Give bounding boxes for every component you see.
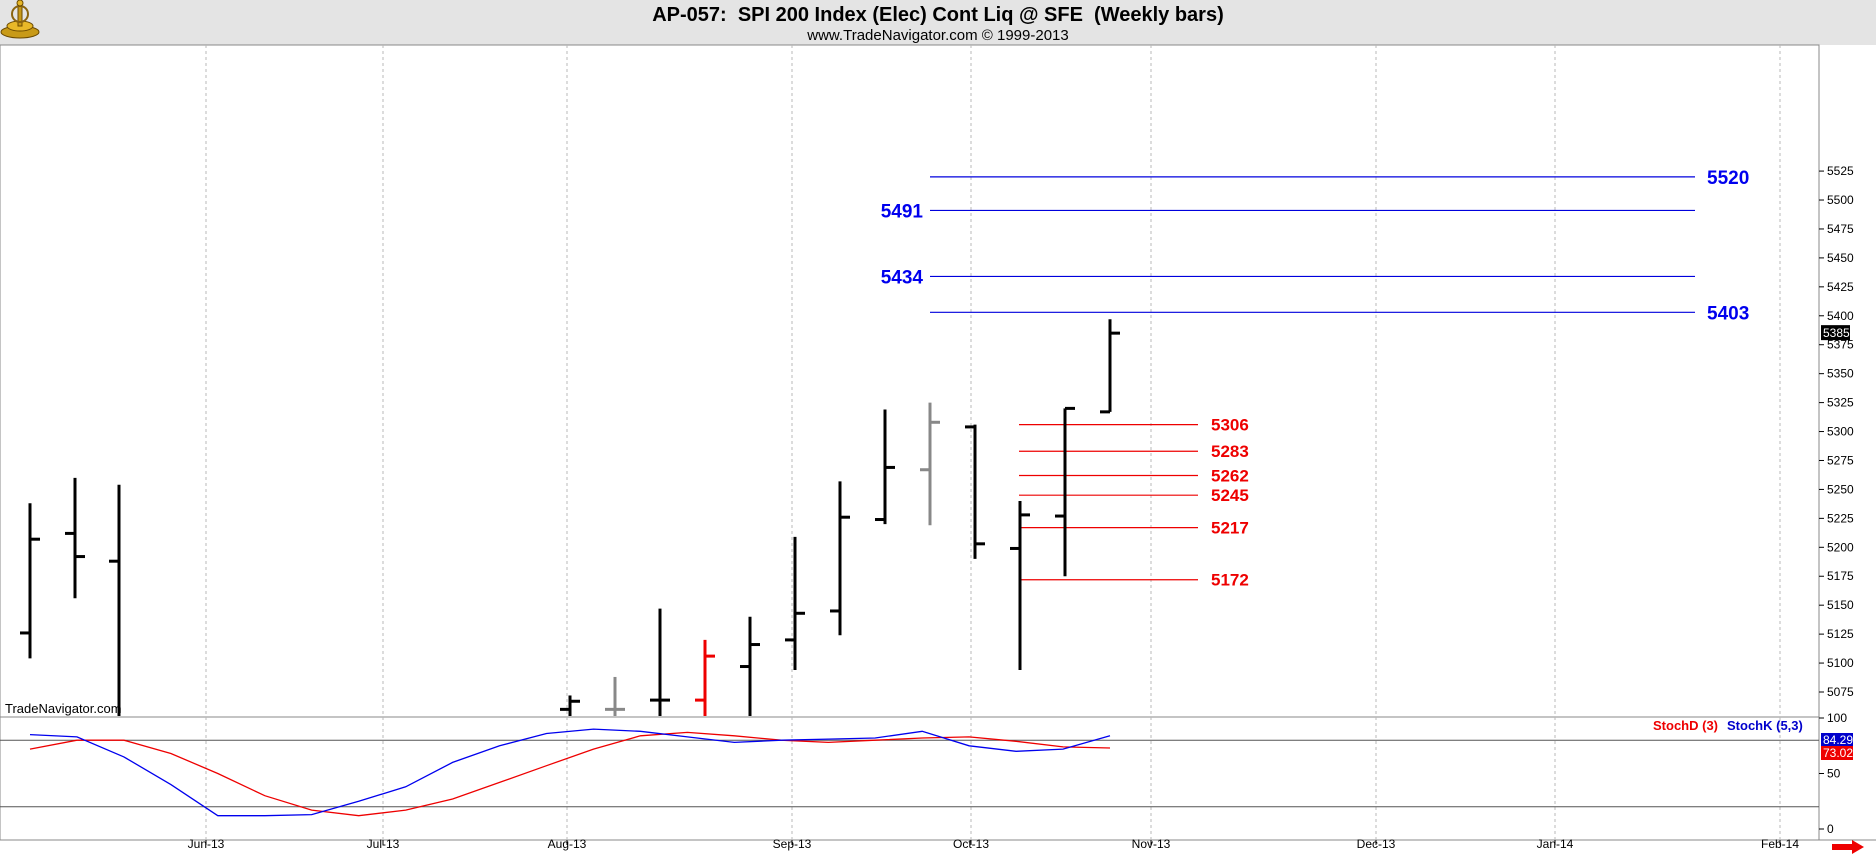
last-price-box: [1821, 325, 1850, 341]
y-tick-label: 5225: [1827, 511, 1854, 525]
blue-level-label: 5520: [1707, 168, 1749, 189]
ohlc-bar: [740, 616, 760, 716]
ohlc-bar: [965, 424, 985, 559]
x-tick-label: Aug-13: [548, 837, 587, 851]
ohlc-bar: [650, 608, 670, 716]
ohlc-bar: [785, 536, 805, 671]
x-tick-label: Oct-13: [953, 837, 989, 851]
red-level-label: 5262: [1211, 467, 1249, 486]
y-tick-label: 5400: [1827, 309, 1854, 323]
scroll-right-icon[interactable]: [1832, 840, 1864, 854]
x-tick-label: Jun-13: [188, 837, 225, 851]
date-axis: Jun-13 Jul-13 Aug-13 Sep-13 Oct-13 Nov-13 Dec-…: [188, 837, 1800, 851]
last-d-label: 73.02: [1823, 746, 1853, 760]
indicator-tick-label: 0: [1827, 822, 1834, 836]
x-tick-label: Dec-13: [1357, 837, 1396, 851]
watermark: TradeNavigator.com: [5, 701, 122, 716]
legend-stochk: StochK (5,3): [1727, 718, 1803, 733]
blue-level-label: 5434: [881, 267, 924, 288]
y-tick-label: 5375: [1827, 338, 1854, 352]
x-tick-label: Jul-13: [367, 837, 400, 851]
last-k-label: 84.29: [1823, 733, 1853, 747]
y-tick-label: 5100: [1827, 656, 1854, 670]
ohlc-bar: [605, 676, 625, 716]
stochd-line: [29, 731, 1111, 817]
ohlc-bar: [830, 481, 850, 636]
ohlc-bar: [875, 409, 895, 525]
logo-icon: [0, 0, 40, 39]
ohlc-bar: [109, 484, 121, 716]
y-tick-label: 5525: [1827, 164, 1854, 178]
blue-level-label: 5491: [881, 201, 924, 222]
legend-stochd: StochD (3): [1653, 718, 1718, 733]
chart-title: AP-057: SPI 200 Index (Elec) Cont Liq @ …: [652, 4, 1224, 26]
chart-subtitle: www.TradeNavigator.com © 1999-2013: [806, 27, 1068, 44]
y-tick-label: 5500: [1827, 193, 1854, 207]
y-tick-label: 5300: [1827, 425, 1854, 439]
header-band: [0, 0, 1876, 45]
y-tick-label: 5150: [1827, 598, 1854, 612]
y-tick-label: 5200: [1827, 540, 1854, 554]
y-tick-label: 5175: [1827, 569, 1854, 583]
y-tick-label: 5250: [1827, 482, 1854, 496]
ohlc-bar: [560, 695, 580, 716]
y-tick-label: 5075: [1827, 685, 1854, 699]
red-level-label: 5172: [1211, 571, 1249, 590]
y-tick-label: 5450: [1827, 251, 1854, 265]
last-price-label: 5385: [1823, 326, 1850, 340]
ohlc-bar: [920, 402, 940, 526]
y-tick-label: 5325: [1827, 396, 1854, 410]
y-tick-label: 5475: [1827, 222, 1854, 236]
x-tick-label: Sep-13: [773, 837, 812, 851]
indicator-tick-label: 50: [1827, 767, 1841, 781]
indicator-tick-label: 100: [1827, 711, 1847, 725]
grid: [205, 45, 1781, 840]
last-k-box: [1821, 733, 1853, 747]
y-tick-label: 5125: [1827, 627, 1854, 641]
plot-area: [0, 44, 1820, 841]
last-d-box: [1821, 746, 1853, 760]
red-level-label: 5283: [1211, 442, 1249, 461]
x-tick-label: Nov-13: [1132, 837, 1171, 851]
ohlc-bar: [20, 503, 40, 659]
x-tick-label: Feb-14: [1761, 837, 1799, 851]
ohlc-bar: [1010, 500, 1030, 671]
y-tick-label: 5350: [1827, 367, 1854, 381]
ohlc-bar: [65, 477, 85, 599]
price-bars: [20, 319, 1120, 716]
y-tick-label: 5425: [1827, 280, 1854, 294]
red-level-label: 5245: [1211, 486, 1249, 505]
blue-level-label: 5403: [1707, 303, 1749, 324]
price-axis: 5075 5100 5125 5150 5175 5200 5225 5250 5275 5300…: [1819, 164, 1854, 699]
ohlc-bar: [1100, 319, 1120, 414]
y-tick-label: 5275: [1827, 453, 1854, 467]
ohlc-bar: [695, 639, 715, 716]
red-level-label: 5306: [1211, 416, 1249, 435]
red-level-label: 5217: [1211, 519, 1249, 538]
x-tick-label: Jan-14: [1537, 837, 1574, 851]
stochk-line: [29, 728, 1111, 817]
ohlc-bar: [1055, 406, 1075, 577]
